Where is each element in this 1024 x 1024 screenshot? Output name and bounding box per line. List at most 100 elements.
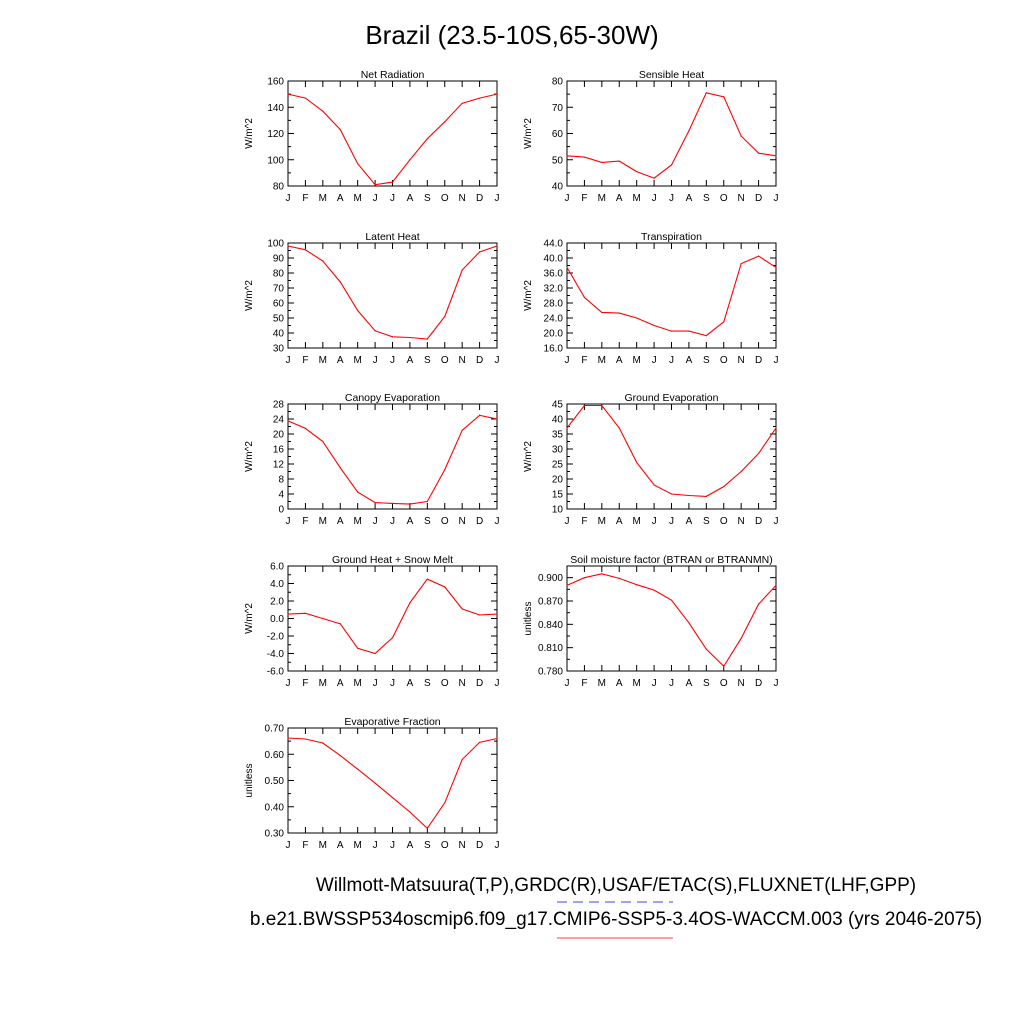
y-tick-label: 28.0 xyxy=(544,299,564,310)
panel-title-soil-moisture-factor-btran-or-btranmn: Soil moisture factor (BTRAN or BTRANMN) xyxy=(570,554,772,566)
y-tick-label: 0.840 xyxy=(538,620,563,631)
data-point xyxy=(618,312,620,314)
data-point xyxy=(740,135,742,137)
x-tick-label: M xyxy=(353,840,361,851)
x-tick-label: J xyxy=(669,678,674,689)
x-tick-label: J xyxy=(495,678,500,689)
data-point xyxy=(287,245,289,247)
data-point xyxy=(391,336,394,338)
x-tick-label: M xyxy=(632,355,640,366)
panel-title-canopy-evaporation: Canopy Evaporation xyxy=(345,392,440,404)
data-point xyxy=(478,414,481,416)
data-point xyxy=(757,152,760,154)
x-tick-label: J xyxy=(495,355,500,366)
x-tick-label: A xyxy=(616,678,623,689)
panel-title-evaporative-fraction: Evaporative Fraction xyxy=(344,716,440,728)
x-tick-label: J xyxy=(565,678,570,689)
data-point xyxy=(775,584,777,587)
y-tick-label: 70 xyxy=(273,284,285,295)
data-point xyxy=(618,427,620,429)
data-point xyxy=(461,429,463,431)
data-point xyxy=(688,130,690,132)
x-tick-label: O xyxy=(441,516,449,527)
y-tick-label: 100 xyxy=(267,155,284,166)
y-tick-label: 70 xyxy=(552,103,564,114)
y-tick-label: 80 xyxy=(552,77,564,88)
y-tick-label: 24 xyxy=(273,415,285,426)
y-tick-label: 32.0 xyxy=(544,284,564,295)
x-tick-label: M xyxy=(598,355,606,366)
x-tick-label: J xyxy=(774,678,779,689)
data-point xyxy=(496,613,498,615)
data-point xyxy=(426,338,428,340)
data-point xyxy=(566,266,568,268)
data-point xyxy=(496,245,498,247)
plot-frame-sensible-heat xyxy=(566,80,777,187)
data-point xyxy=(357,163,359,165)
x-tick-label: D xyxy=(476,355,483,366)
y-tick-label: 50 xyxy=(552,155,564,166)
series-line-net-radiation xyxy=(287,93,498,186)
x-tick-label: J xyxy=(286,516,291,527)
x-tick-label: F xyxy=(302,355,308,366)
data-point xyxy=(583,296,586,298)
data-point xyxy=(426,827,428,829)
data-point xyxy=(322,110,324,112)
data-point xyxy=(304,612,307,614)
x-tick-label: M xyxy=(319,193,327,204)
x-tick-label: F xyxy=(581,193,587,204)
data-point xyxy=(426,138,428,140)
data-point xyxy=(444,121,446,123)
y-tick-label: 90 xyxy=(273,254,285,265)
data-point xyxy=(601,404,603,407)
x-tick-label: O xyxy=(720,516,728,527)
x-tick-label: F xyxy=(302,516,308,527)
data-point xyxy=(688,494,690,497)
x-tick-label: J xyxy=(286,678,291,689)
y-tick-label: 120 xyxy=(267,129,284,140)
y-axis-label-latent-heat: W/m^2 xyxy=(244,280,255,311)
data-point xyxy=(426,500,428,503)
x-tick-label: D xyxy=(755,355,762,366)
y-tick-label: 36.0 xyxy=(544,269,564,280)
data-point xyxy=(566,427,568,429)
data-point xyxy=(653,324,655,327)
data-point xyxy=(391,796,394,799)
data-point xyxy=(775,427,777,429)
y-tick-label: 0 xyxy=(278,505,284,516)
data-point xyxy=(304,97,307,99)
y-axis-label-ground-heat-snow-melt: W/m^2 xyxy=(244,603,255,634)
x-tick-label: S xyxy=(703,516,710,527)
y-tick-label: 30 xyxy=(273,344,285,355)
x-tick-label: M xyxy=(319,355,327,366)
x-tick-label: O xyxy=(720,355,728,366)
y-tick-label: 8 xyxy=(278,475,284,486)
y-tick-label: 60 xyxy=(552,129,564,140)
x-tick-label: M xyxy=(353,193,361,204)
y-tick-label: 0.0 xyxy=(270,614,284,625)
y-tick-label: 4 xyxy=(278,490,284,501)
data-point xyxy=(374,502,376,504)
x-tick-label: A xyxy=(337,516,344,527)
x-tick-label: J xyxy=(774,355,779,366)
data-point xyxy=(723,96,725,98)
data-point xyxy=(601,161,603,163)
data-point xyxy=(357,768,359,770)
data-point xyxy=(339,754,341,757)
data-point xyxy=(357,309,359,312)
data-point xyxy=(653,589,655,591)
x-tick-label: M xyxy=(353,516,361,527)
x-tick-label: J xyxy=(373,678,378,689)
x-tick-label: J xyxy=(390,678,395,689)
panel-title-net-radiation: Net Radiation xyxy=(361,69,425,81)
x-tick-label: M xyxy=(319,840,327,851)
x-tick-label: J xyxy=(286,193,291,204)
data-point xyxy=(409,336,411,339)
series-line-canopy-evaporation xyxy=(287,414,498,505)
data-point xyxy=(583,156,586,158)
y-tick-label: 2.0 xyxy=(270,597,284,608)
data-point xyxy=(461,102,463,104)
data-point xyxy=(357,647,359,649)
